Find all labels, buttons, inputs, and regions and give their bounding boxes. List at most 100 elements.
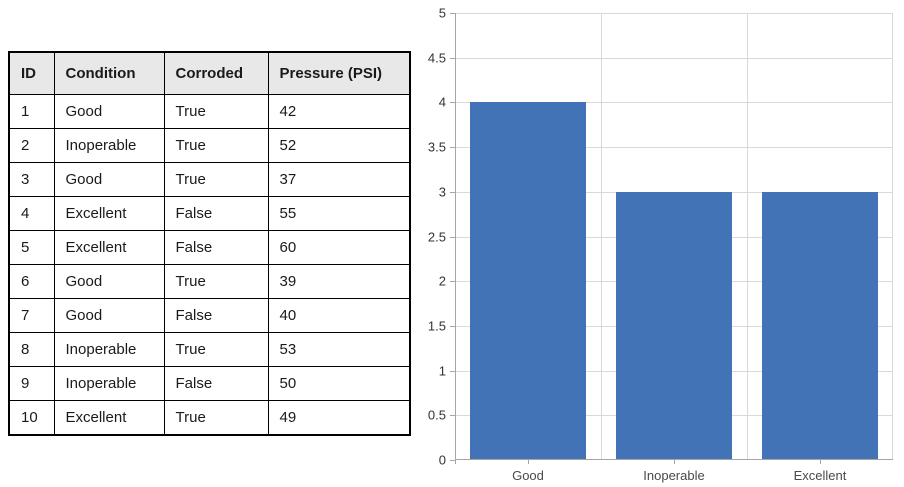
- table-cell: True: [163, 128, 269, 163]
- column-header-corroded: Corroded: [163, 51, 269, 95]
- table-cell: Good: [53, 298, 165, 333]
- y-axis-tick-mark: [450, 415, 455, 417]
- y-axis-tick-label: 0.5: [427, 407, 446, 423]
- y-axis-tick-label: 4: [438, 94, 446, 110]
- table-cell: 55: [267, 196, 411, 231]
- horizontal-gridline: [455, 102, 893, 104]
- y-axis-tick-label: 2: [438, 273, 446, 289]
- table-cell: 5: [8, 230, 55, 265]
- y-axis-tick-mark: [450, 57, 455, 59]
- table-cell: Excellent: [53, 400, 165, 436]
- horizontal-gridline: [455, 147, 893, 149]
- table-cell: 39: [267, 264, 411, 299]
- table-cell: Inoperable: [53, 128, 165, 163]
- table-cell: 60: [267, 230, 411, 265]
- x-axis-category-label: Inoperable: [643, 468, 705, 483]
- x-axis-tick-mark: [674, 460, 675, 464]
- table-cell: False: [163, 298, 269, 333]
- table-row: 8 Inoperable True 53: [8, 332, 411, 367]
- table-row: 1 Good True 42: [8, 94, 411, 129]
- table-cell: True: [163, 264, 269, 299]
- y-axis-tick-label: 0: [438, 452, 446, 468]
- table-cell: 1: [8, 94, 55, 129]
- horizontal-gridline: [455, 415, 893, 417]
- y-axis-tick-label: 4.5: [427, 50, 446, 66]
- x-axis-category-label: Good: [512, 468, 544, 483]
- table-cell: Inoperable: [53, 332, 165, 367]
- table-cell: 37: [267, 162, 411, 197]
- table-cell: 50: [267, 366, 411, 401]
- table-cell: 53: [267, 332, 411, 367]
- column-header-pressure: Pressure (PSI): [267, 51, 411, 95]
- bar-inoperable: [615, 191, 733, 460]
- y-axis-tick-mark: [450, 281, 455, 283]
- y-axis-tick-label: 2.5: [427, 229, 446, 244]
- table-cell: False: [163, 366, 269, 401]
- horizontal-gridline: [455, 13, 893, 14]
- table-row: 4 Excellent False 55: [8, 196, 411, 231]
- table-cell: Good: [53, 94, 165, 129]
- y-axis-tick-label: 1: [438, 363, 446, 379]
- column-header-id: ID: [8, 51, 55, 95]
- bar-excellent: [761, 191, 879, 460]
- y-axis-tick-mark: [450, 236, 455, 238]
- table-row: 6 Good True 39: [8, 264, 411, 299]
- table-cell: Excellent: [53, 230, 165, 265]
- horizontal-gridline: [455, 236, 893, 238]
- y-axis-tick-mark: [450, 102, 455, 104]
- pipe-data-table: ID Condition Corroded Pressure (PSI) 1 Go…: [8, 51, 411, 436]
- vertical-gridline: [601, 13, 602, 460]
- table-cell: 4: [8, 196, 55, 231]
- y-axis-tick-mark: [450, 147, 455, 149]
- y-axis-tick-mark: [450, 13, 455, 14]
- table-cell: False: [163, 196, 269, 231]
- horizontal-gridline: [455, 191, 893, 193]
- table-cell: Inoperable: [53, 366, 165, 401]
- y-axis-tick-mark: [450, 325, 455, 327]
- horizontal-gridline: [455, 370, 893, 372]
- horizontal-gridline: [455, 325, 893, 327]
- x-axis-tick-mark: [528, 460, 529, 464]
- x-axis-tick-mark: [820, 460, 821, 464]
- column-header-condition: Condition: [53, 51, 165, 95]
- table-cell: 10: [8, 400, 55, 436]
- table-cell: 3: [8, 162, 55, 197]
- table-row: 10 Excellent True 49: [8, 400, 411, 436]
- table-cell: False: [163, 230, 269, 265]
- table-cell: True: [163, 94, 269, 129]
- table-cell: 9: [8, 366, 55, 401]
- table-cell: True: [163, 162, 269, 197]
- y-axis-tick-label: 1.5: [427, 318, 446, 334]
- table-cell: Excellent: [53, 196, 165, 231]
- y-axis-tick-label: 3: [438, 184, 446, 200]
- table-cell: True: [163, 400, 269, 436]
- vertical-gridline: [892, 13, 893, 460]
- table-cell: 6: [8, 264, 55, 299]
- table-cell: True: [163, 332, 269, 367]
- table-cell: 8: [8, 332, 55, 367]
- y-axis-tick-mark: [450, 370, 455, 372]
- table-cell: 42: [267, 94, 411, 129]
- y-axis-tick-mark: [450, 460, 455, 461]
- chart-plot-area: [455, 13, 893, 464]
- x-axis-line: [455, 459, 893, 460]
- y-axis-tick-mark: [450, 191, 455, 193]
- bar-good: [469, 102, 587, 460]
- table-cell: Good: [53, 264, 165, 299]
- table-cell: 49: [267, 400, 411, 436]
- table-row: 2 Inoperable True 52: [8, 128, 411, 163]
- vertical-gridline: [747, 13, 748, 460]
- table-cell: 40: [267, 298, 411, 333]
- horizontal-gridline: [455, 281, 893, 283]
- table-cell: Good: [53, 162, 165, 197]
- table-cell: 52: [267, 128, 411, 163]
- table-row: 5 Excellent False 60: [8, 230, 411, 265]
- y-axis-tick-label: 5: [438, 5, 446, 21]
- x-axis-category-label: Excellent: [793, 468, 847, 483]
- horizontal-gridline: [455, 57, 893, 59]
- table-cell: 7: [8, 298, 55, 333]
- table-row: 7 Good False 40: [8, 298, 411, 333]
- table-header-row: ID Condition Corroded Pressure (PSI): [8, 51, 411, 95]
- table-row: 3 Good True 37: [8, 162, 411, 197]
